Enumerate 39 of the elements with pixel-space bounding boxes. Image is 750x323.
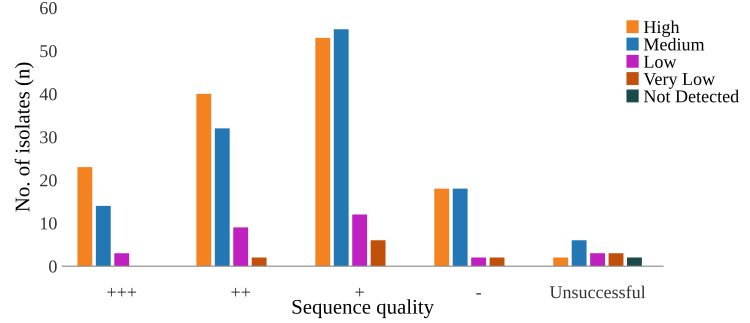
y-tick-label: 50 — [40, 45, 57, 58]
legend-label: High — [644, 20, 680, 37]
y-tick-label: 40 — [40, 88, 57, 100]
y-tick-label: 20 — [40, 174, 57, 186]
legend-label: Medium — [644, 38, 704, 51]
bar — [370, 240, 386, 266]
bar — [214, 128, 230, 266]
bar — [252, 258, 267, 266]
y-tick-label: 10 — [40, 217, 57, 230]
bar — [77, 167, 92, 266]
legend-label: Very Low — [644, 73, 716, 89]
bar — [334, 29, 349, 266]
bar — [471, 258, 486, 266]
x-tick-label: ++ — [231, 288, 250, 296]
x-tick-label: Unsuccessful — [550, 285, 646, 298]
bar — [315, 38, 330, 266]
bar — [196, 94, 212, 266]
bar — [434, 188, 450, 266]
bar — [114, 253, 130, 266]
bar — [352, 214, 368, 266]
bar — [490, 258, 504, 266]
y-axis-title: No. of isolates (n) — [14, 62, 34, 212]
y-tick-label: 0 — [49, 260, 57, 273]
bar — [452, 188, 468, 266]
x-axis-title: Sequence quality — [292, 299, 434, 318]
bar — [572, 240, 587, 266]
bar — [96, 206, 111, 266]
bar — [627, 258, 642, 266]
x-tick-label: +++ — [107, 288, 136, 296]
legend-label: Not Detected — [644, 90, 739, 102]
bar — [608, 253, 624, 266]
y-tick-label: 60 — [40, 2, 57, 14]
bar — [553, 258, 568, 266]
y-tick-label: 30 — [40, 131, 57, 144]
bar — [590, 253, 606, 266]
x-tick-label: + — [355, 288, 364, 296]
legend-label: Low — [644, 56, 676, 68]
x-tick-label: - — [476, 293, 481, 295]
bar — [233, 227, 248, 266]
